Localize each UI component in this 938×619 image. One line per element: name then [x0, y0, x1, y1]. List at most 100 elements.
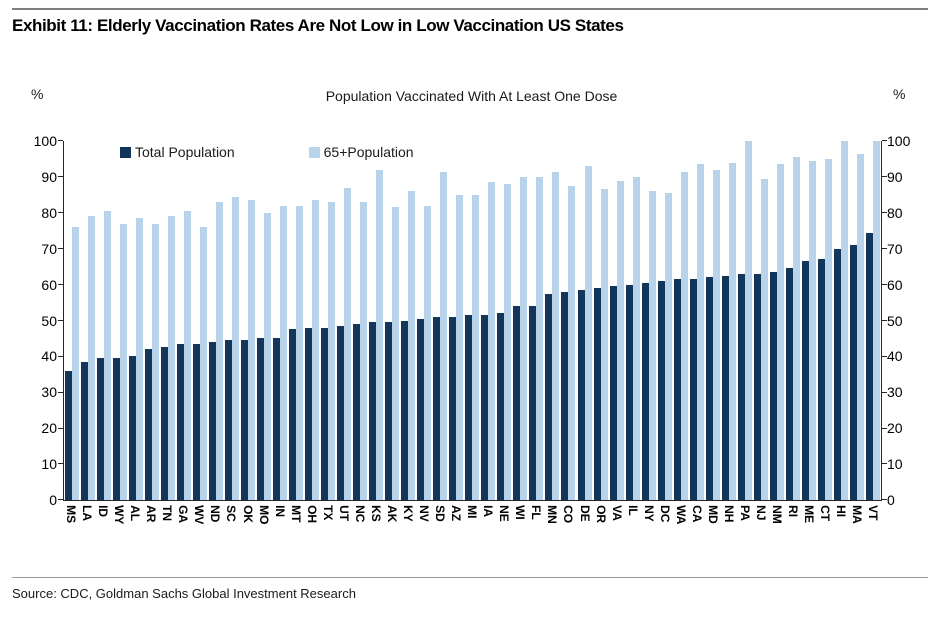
bar-OH-65plus	[312, 200, 320, 500]
bar-pair-WI	[513, 141, 528, 500]
bar-pair-MT	[289, 141, 304, 500]
x-tick-label-MT: MT	[288, 505, 303, 523]
bar-OR-65plus	[600, 189, 608, 500]
y-tick-mark-left-20	[58, 427, 63, 429]
y-tick-mark-right-80	[882, 212, 887, 214]
bar-IA-total	[481, 315, 489, 500]
y-tick-mark-right-0	[882, 499, 887, 501]
bar-AK-total	[385, 322, 393, 500]
bar-OK-65plus	[248, 200, 256, 500]
y-tick-label-left-70: 70	[41, 240, 57, 257]
bar-AZ-total	[449, 316, 457, 500]
bar-pair-WV	[193, 141, 208, 500]
legend-swatch-total-population	[120, 146, 131, 158]
bar-MO-total	[257, 338, 265, 500]
bar-pair-GA	[177, 141, 192, 500]
bar-ME-total	[801, 261, 809, 500]
bar-DC-65plus	[664, 193, 672, 500]
y-tick-mark-right-40	[882, 355, 887, 357]
bar-pair-FL	[529, 141, 544, 500]
x-tick-label-TN: TN	[160, 505, 175, 522]
bar-pair-NV	[417, 141, 432, 500]
bar-pair-CT	[817, 141, 832, 500]
bar-MD-65plus	[712, 169, 720, 500]
bar-FL-65plus	[536, 176, 544, 500]
bar-KS-total	[369, 322, 377, 500]
bar-pair-VT	[865, 141, 880, 500]
x-tick-label-AK: AK	[385, 505, 399, 523]
bar-pair-MD	[705, 141, 720, 500]
bar-CA-65plus	[696, 164, 704, 500]
bar-NE-65plus	[504, 184, 512, 500]
x-tick-label-AZ: AZ	[449, 505, 463, 522]
y-tick-label-left-90: 90	[41, 168, 57, 185]
y-tick-label-right-40: 40	[887, 348, 903, 365]
x-tick-label-OR: OR	[593, 505, 608, 524]
bar-pair-OK	[241, 141, 256, 500]
y-tick-label-left-80: 80	[41, 204, 57, 221]
x-tick-label-OK: OK	[240, 505, 255, 524]
bar-NC-total	[353, 324, 361, 500]
y-tick-mark-right-50	[882, 319, 887, 321]
bar-MI-total	[465, 315, 473, 500]
x-tick-label-FL: FL	[529, 505, 544, 520]
bar-UT-total	[337, 325, 345, 500]
bar-GA-65plus	[184, 211, 192, 500]
y-tick-label-right-0: 0	[887, 492, 895, 508]
bar-NM-65plus	[776, 164, 784, 500]
bar-KY-total	[401, 320, 409, 500]
bar-HI-total	[833, 248, 841, 500]
x-tick-label-NJ: NJ	[754, 505, 768, 521]
bar-OK-total	[241, 340, 249, 500]
x-tick-label-WV: WV	[192, 505, 207, 525]
bar-IA-65plus	[488, 182, 496, 500]
y-tick-label-right-70: 70	[887, 240, 903, 257]
bar-MI-65plus	[472, 194, 480, 500]
bar-pair-CA	[689, 141, 704, 500]
header-rule	[12, 8, 928, 10]
bar-VA-total	[609, 286, 617, 500]
bar-NC-65plus	[360, 202, 368, 500]
bar-NV-65plus	[424, 205, 432, 500]
bar-ID-total	[97, 358, 105, 500]
bar-WV-total	[193, 343, 201, 500]
bar-RI-65plus	[792, 157, 800, 500]
bar-pair-DE	[577, 141, 592, 500]
bar-GA-total	[177, 343, 185, 500]
y-tick-mark-left-50	[58, 319, 63, 321]
bar-pair-NC	[353, 141, 368, 500]
bar-IL-total	[625, 284, 633, 500]
bar-WA-65plus	[680, 171, 688, 500]
x-tick-label-SD: SD	[433, 505, 447, 522]
x-tick-label-MI: MI	[465, 505, 479, 519]
y-tick-label-right-100: 100	[887, 133, 911, 149]
bar-pair-ND	[209, 141, 224, 500]
bar-pair-NH	[721, 141, 736, 500]
bar-pair-NJ	[753, 141, 768, 500]
bar-TN-65plus	[168, 216, 176, 500]
x-tick-label-DC: DC	[658, 505, 672, 523]
x-tick-label-MS: MS	[64, 505, 78, 524]
x-tick-label-MN: MN	[545, 505, 560, 524]
bar-pair-SC	[225, 141, 240, 500]
bar-MD-total	[705, 277, 713, 500]
bar-NE-total	[497, 313, 505, 500]
bar-AL-65plus	[136, 218, 144, 500]
bar-SC-65plus	[232, 196, 240, 500]
y-tick-mark-left-70	[58, 248, 63, 249]
bar-pair-AK	[385, 141, 400, 500]
y-tick-label-right-50: 50	[887, 312, 903, 329]
x-tick-label-ID: ID	[96, 505, 110, 518]
bar-NH-65plus	[728, 162, 736, 500]
bar-pair-HI	[833, 141, 848, 500]
bar-pair-PA	[737, 141, 752, 500]
bar-AZ-65plus	[456, 194, 464, 500]
bar-IL-65plus	[632, 176, 640, 500]
y-tick-mark-right-100	[882, 140, 887, 142]
bar-VT-total	[865, 232, 873, 500]
legend-item-total-population: Total Population	[120, 144, 235, 160]
bar-WI-total	[513, 306, 521, 500]
bar-pair-DC	[657, 141, 672, 500]
bar-MO-65plus	[264, 212, 272, 500]
bar-pair-OR	[593, 141, 608, 500]
